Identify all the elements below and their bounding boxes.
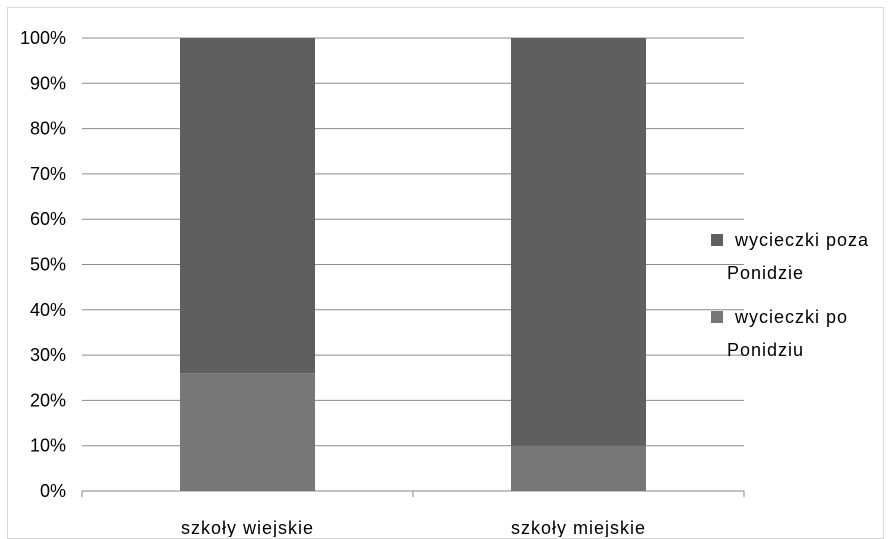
y-tick-label: 30% — [30, 345, 66, 365]
bar-segment — [511, 38, 646, 446]
y-axis-ticks: 0% 10% 20% 30% 40% 50% 60% 70% 80% 90% 100% — [20, 28, 66, 501]
y-tick-label: 50% — [30, 255, 66, 275]
y-tick-label: 90% — [30, 73, 66, 93]
legend: wycieczki poza Ponidzie wycieczki po Ponidz… — [711, 230, 869, 360]
y-tick-label: 100% — [20, 28, 66, 48]
legend-swatch — [711, 311, 723, 323]
y-tick-label: 60% — [30, 209, 66, 229]
x-axis: szkoły wiejskie szkoły miejskie — [81, 491, 745, 537]
legend-label: Ponidzie — [727, 263, 804, 283]
legend-label: wycieczki po — [734, 307, 848, 327]
bars — [180, 38, 646, 491]
bar-segment — [180, 373, 315, 491]
x-category-label: szkoły wiejskie — [181, 518, 314, 537]
y-tick-label: 0% — [40, 481, 66, 501]
y-tick-label: 20% — [30, 390, 66, 410]
bar-segment — [180, 38, 315, 374]
legend-label: Ponidziu — [727, 340, 804, 360]
legend-label: wycieczki poza — [734, 230, 869, 250]
y-tick-label: 40% — [30, 300, 66, 320]
legend-swatch — [711, 234, 723, 246]
y-tick-label: 70% — [30, 164, 66, 184]
bar-segment — [511, 445, 646, 491]
y-tick-label: 10% — [30, 436, 66, 456]
chart-frame — [7, 7, 884, 539]
x-category-label: szkoły miejskie — [511, 518, 646, 537]
y-tick-label: 80% — [30, 119, 66, 139]
